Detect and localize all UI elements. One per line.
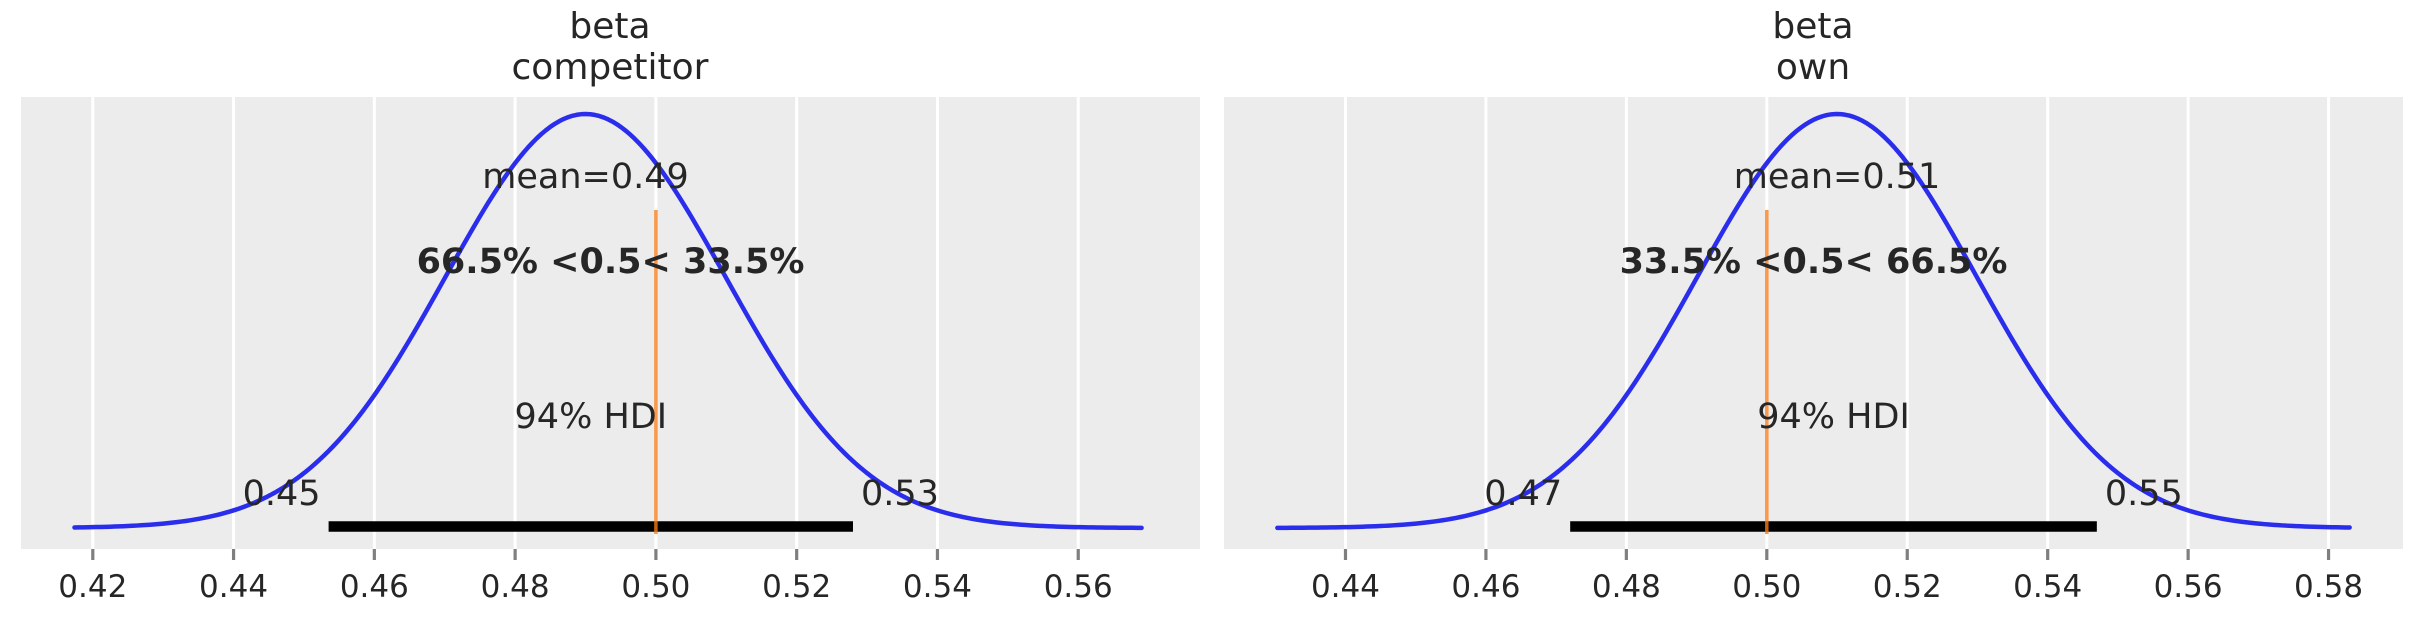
- posterior-plot-beta-competitor: 0.42 0.44 0.46 0.48 0.50 0.52 0.54 0.56 mean=0.4…: [21, 97, 1200, 605]
- posterior-plot-beta-own: 0.44 0.46 0.48 0.50 0.52 0.54 0.56 0.58 mean=0.5…: [1224, 97, 2403, 605]
- x-tick-label: 0.44: [1311, 569, 1380, 605]
- panel-title: beta own: [1203, 6, 2423, 88]
- x-tick-label: 0.56: [2154, 569, 2223, 605]
- x-tick-label: 0.54: [903, 569, 972, 605]
- hdi-hi-label: 0.53: [861, 474, 939, 514]
- panel-beta-competitor: beta competitor 0.42 0.44 0.46 0.48 0.50 0.52…: [0, 6, 1220, 605]
- kde-curve: [1275, 111, 2352, 531]
- x-tick-label: 0.50: [1732, 569, 1801, 605]
- hdi-label: 94% HDI: [515, 397, 668, 437]
- plot-background: [21, 97, 1200, 549]
- mean-label: mean=0.51: [1734, 157, 1941, 197]
- x-tick-label: 0.44: [199, 569, 268, 605]
- hdi-lo-label: 0.45: [243, 474, 321, 514]
- hdi-label: 94% HDI: [1757, 397, 1910, 437]
- x-tick-label: 0.46: [340, 569, 409, 605]
- x-tick-label: 0.52: [762, 569, 831, 605]
- title-line-2: competitor: [511, 47, 709, 88]
- x-tick-label: 0.46: [1451, 569, 1520, 605]
- x-tick-label: 0.58: [2294, 569, 2363, 605]
- title-line-2: own: [1775, 47, 1851, 88]
- plot-background: [1224, 97, 2403, 549]
- x-tick-label: 0.50: [621, 569, 690, 605]
- x-tick-label: 0.54: [2013, 569, 2082, 605]
- panel-title: beta competitor: [0, 6, 1220, 88]
- mean-label: mean=0.49: [482, 157, 689, 197]
- hdi-hi-label: 0.55: [2105, 474, 2183, 514]
- x-tick-label: 0.42: [58, 569, 127, 605]
- ref-label: 33.5% <0.5< 66.5%: [1620, 242, 2008, 282]
- x-tick-label: 0.48: [481, 569, 550, 605]
- hdi-lo-label: 0.47: [1484, 474, 1562, 514]
- x-tick-label: 0.52: [1873, 569, 1942, 605]
- kde-curve: [72, 111, 1144, 531]
- x-tick-label: 0.56: [1044, 569, 1113, 605]
- title-line-1: beta: [569, 6, 651, 47]
- ref-label: 66.5% <0.5< 33.5%: [417, 242, 805, 282]
- x-tick-label: 0.48: [1592, 569, 1661, 605]
- panel-beta-own: beta own 0.44 0.46 0.48 0.50 0.52 0.54 0.56 0.5…: [1203, 0, 2423, 623]
- title-line-1: beta: [1772, 6, 1854, 47]
